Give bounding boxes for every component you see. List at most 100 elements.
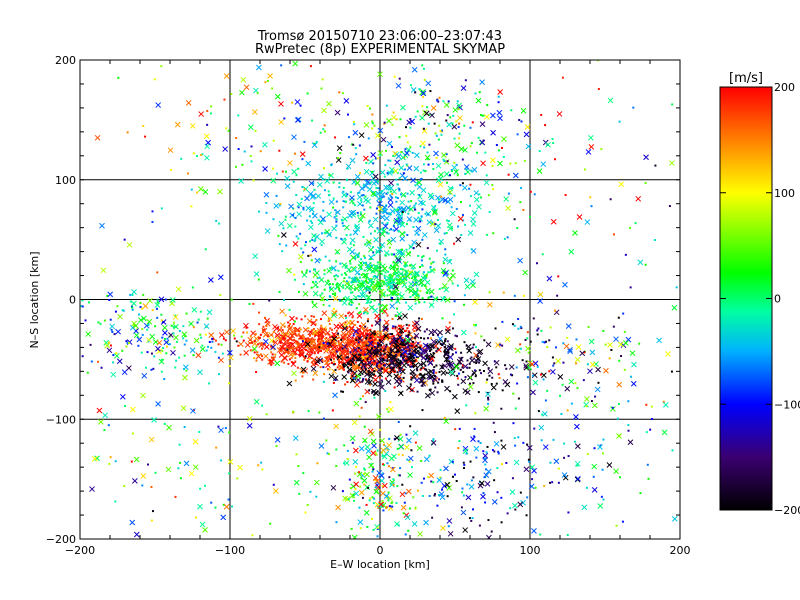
data-point: [371, 122, 374, 125]
data-point-x: [385, 184, 392, 191]
data-point: [389, 194, 392, 197]
data-point-x: [421, 232, 428, 238]
data-point: [399, 118, 402, 121]
data-point-x: [440, 296, 447, 303]
data-point: [152, 367, 155, 370]
data-point-x: [358, 445, 365, 452]
data-point: [627, 429, 630, 432]
data-point: [132, 324, 135, 327]
data-point-x: [464, 389, 471, 396]
data-point: [411, 353, 414, 356]
data-point: [405, 134, 408, 137]
data-point: [292, 214, 295, 217]
data-point: [527, 458, 530, 461]
data-point: [300, 318, 303, 321]
data-point-x: [274, 93, 281, 100]
data-point: [497, 452, 500, 455]
data-point: [416, 390, 419, 393]
data-point-x: [274, 332, 281, 339]
data-point: [539, 533, 542, 536]
data-point-x: [431, 209, 438, 216]
data-point: [408, 507, 411, 510]
data-point-x: [420, 89, 426, 95]
data-point: [379, 262, 382, 265]
data-point: [404, 342, 407, 345]
data-point-x: [404, 337, 411, 343]
data-point-x: [238, 178, 244, 184]
data-point-x: [197, 369, 203, 376]
data-point-x: [208, 332, 215, 338]
data-point: [404, 492, 407, 495]
data-point: [334, 378, 337, 381]
data-point-x: [386, 118, 392, 124]
data-point: [396, 267, 399, 270]
data-point-x: [428, 302, 435, 308]
data-point: [165, 352, 168, 355]
data-point: [487, 402, 490, 405]
data-point: [256, 92, 259, 95]
data-point: [384, 164, 387, 167]
data-point: [516, 227, 519, 230]
data-point: [358, 415, 361, 418]
data-point: [405, 348, 408, 351]
data-point-x: [588, 144, 595, 150]
data-point: [564, 194, 567, 197]
data-point-x: [362, 306, 369, 313]
data-point-x: [352, 458, 359, 465]
data-point-x: [173, 323, 179, 330]
data-point-x: [432, 208, 438, 215]
data-point: [280, 64, 283, 67]
data-point-x: [463, 164, 470, 170]
data-point: [369, 258, 372, 261]
data-point: [276, 172, 279, 175]
data-point-x: [486, 534, 492, 539]
data-point: [420, 215, 423, 218]
data-point: [417, 254, 420, 257]
data-point-x: [435, 194, 441, 201]
data-point: [359, 354, 362, 357]
data-point: [395, 301, 398, 304]
data-point: [342, 327, 345, 330]
data-point: [478, 361, 481, 364]
x-tick-label: −100: [215, 544, 245, 557]
data-point-x: [264, 228, 271, 234]
data-point-x: [546, 275, 553, 282]
data-point-x: [351, 419, 358, 426]
data-point: [299, 349, 302, 352]
data-point-x: [146, 318, 153, 325]
data-point-x: [390, 236, 397, 243]
data-point: [328, 354, 331, 357]
data-point: [621, 520, 624, 523]
data-point: [535, 262, 538, 265]
data-point: [390, 299, 393, 302]
data-point: [395, 502, 398, 505]
data-point-x: [91, 455, 98, 462]
data-point: [335, 211, 338, 214]
data-point-x: [412, 290, 419, 297]
data-point: [462, 371, 465, 374]
data-point-x: [262, 338, 269, 345]
data-point: [387, 232, 390, 235]
data-point: [389, 401, 392, 404]
data-point: [313, 341, 316, 344]
data-point: [398, 367, 401, 370]
data-point: [360, 194, 363, 197]
data-point: [553, 362, 556, 365]
data-point-x: [370, 152, 376, 158]
data-point: [292, 322, 295, 325]
data-point: [335, 218, 338, 221]
data-point: [360, 199, 363, 202]
data-point: [332, 363, 335, 366]
data-point: [142, 124, 145, 127]
data-point: [488, 291, 491, 294]
data-point: [380, 198, 383, 201]
data-point-x: [591, 402, 598, 409]
data-point: [208, 382, 211, 385]
data-point: [600, 495, 603, 498]
data-point: [494, 327, 497, 330]
data-point: [403, 231, 406, 234]
data-point: [650, 417, 653, 420]
data-point: [297, 237, 300, 240]
data-point: [400, 355, 403, 358]
data-point: [423, 477, 426, 480]
